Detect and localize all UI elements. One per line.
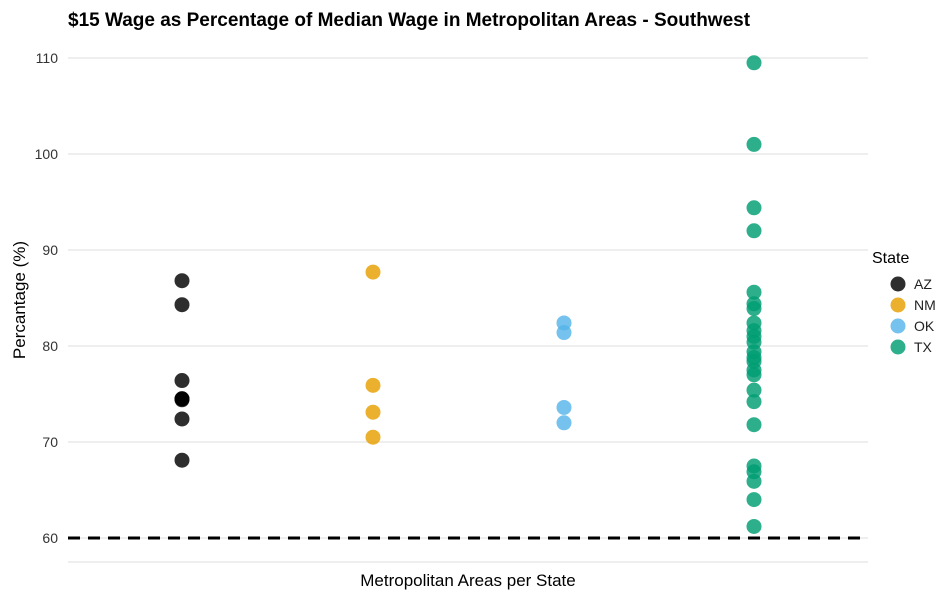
- y-tick-label: 70: [42, 434, 58, 450]
- legend: State AZ NM OK TX: [872, 250, 936, 355]
- legend-label-nm: NM: [914, 297, 936, 313]
- data-point: [365, 377, 381, 393]
- data-point: [365, 429, 381, 445]
- x-axis-title: Metropolitan Areas per State: [360, 571, 575, 590]
- series-tx: [746, 55, 762, 534]
- series-ok: [556, 315, 572, 431]
- legend-label-az: AZ: [914, 276, 932, 292]
- data-point: [174, 452, 190, 468]
- data-point: [746, 394, 762, 410]
- data-point: [174, 273, 190, 289]
- data-point: [746, 223, 762, 239]
- data-point: [556, 325, 572, 341]
- data-point: [746, 518, 762, 534]
- data-point: [746, 55, 762, 71]
- data-point: [746, 136, 762, 152]
- y-tick-label: 90: [42, 242, 58, 258]
- series-az: [174, 273, 190, 468]
- data-point: [746, 367, 762, 383]
- data-point: [174, 392, 190, 408]
- legend-label-ok: OK: [914, 318, 935, 334]
- data-point: [746, 492, 762, 508]
- legend-swatch-az: [890, 276, 906, 292]
- y-axis-title: Percantage (%): [10, 241, 29, 359]
- legend-items: AZ NM OK TX: [890, 276, 936, 355]
- y-axis-ticks: 60 70 80 90 100 110: [35, 50, 59, 546]
- data-point: [746, 382, 762, 398]
- series-nm: [365, 264, 381, 445]
- data-point: [556, 415, 572, 431]
- data-point: [746, 301, 762, 317]
- y-tick-label: 80: [42, 338, 58, 354]
- data-point: [365, 264, 381, 280]
- data-point: [174, 297, 190, 313]
- chart-title: $15 Wage as Percentage of Median Wage in…: [68, 10, 751, 31]
- legend-swatch-ok: [890, 318, 906, 334]
- legend-label-tx: TX: [914, 339, 933, 355]
- data-point: [556, 399, 572, 415]
- gridlines: [68, 57, 868, 563]
- y-tick-label: 110: [36, 50, 59, 66]
- data-point: [365, 404, 381, 420]
- data-point: [746, 200, 762, 216]
- data-point: [174, 373, 190, 389]
- data-point: [746, 473, 762, 489]
- legend-swatch-nm: [890, 297, 906, 313]
- legend-title: State: [872, 250, 909, 267]
- data-point: [174, 411, 190, 427]
- y-tick-label: 60: [42, 530, 58, 546]
- data-points: [174, 55, 762, 534]
- data-point: [746, 417, 762, 433]
- data-point: [746, 284, 762, 300]
- legend-swatch-tx: [890, 339, 906, 355]
- y-tick-label: 100: [35, 146, 59, 162]
